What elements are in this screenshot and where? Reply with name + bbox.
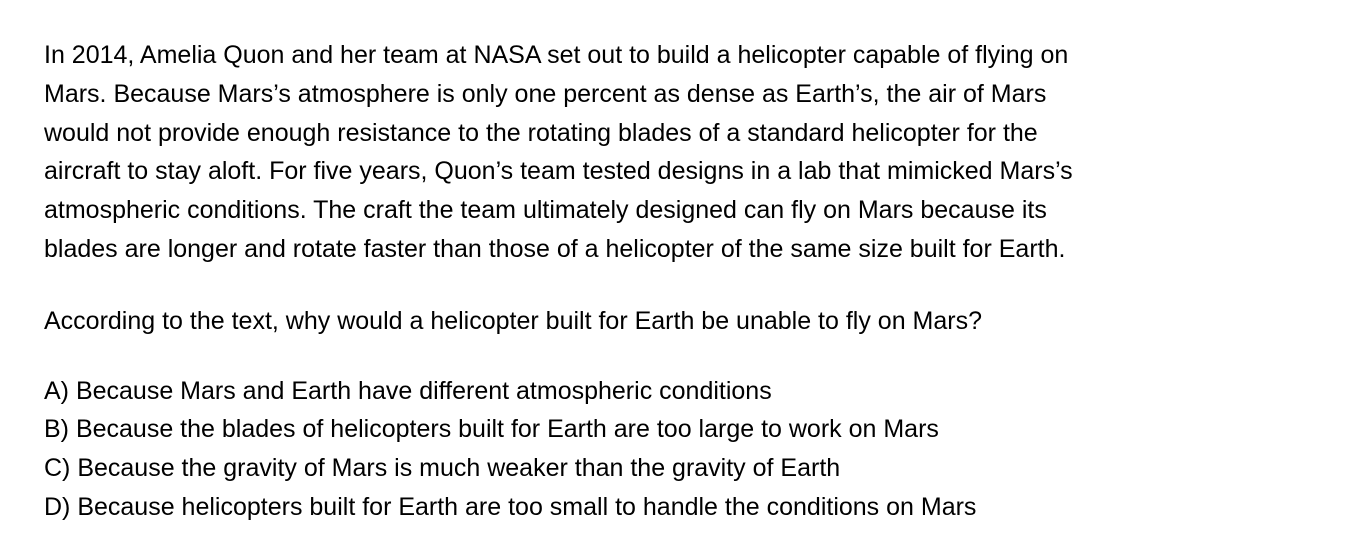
passage-line: would not provide enough resistance to t… xyxy=(44,118,1038,147)
question-text: According to the text, why would a helic… xyxy=(44,306,983,335)
choice-b[interactable]: B) Because the blades of helicopters bui… xyxy=(44,415,939,444)
choice-a[interactable]: A) Because Mars and Earth have different… xyxy=(44,376,772,405)
passage-line: aircraft to stay aloft. For five years, … xyxy=(44,157,1073,186)
choice-c[interactable]: C) Because the gravity of Mars is much w… xyxy=(44,454,841,483)
passage-line: blades are longer and rotate faster than… xyxy=(44,234,1066,263)
answer-choices: A) Because Mars and Earth have different… xyxy=(44,372,1344,527)
document-page: In 2014, Amelia Quon and her team at NAS… xyxy=(44,36,1344,527)
passage-line: atmospheric conditions. The craft the te… xyxy=(44,196,1047,225)
reading-passage: In 2014, Amelia Quon and her team at NAS… xyxy=(44,36,1344,269)
passage-line: Mars. Because Mars’s atmosphere is only … xyxy=(44,79,1047,108)
choice-d[interactable]: D) Because helicopters built for Earth a… xyxy=(44,492,977,521)
passage-line: In 2014, Amelia Quon and her team at NAS… xyxy=(44,41,1069,69)
